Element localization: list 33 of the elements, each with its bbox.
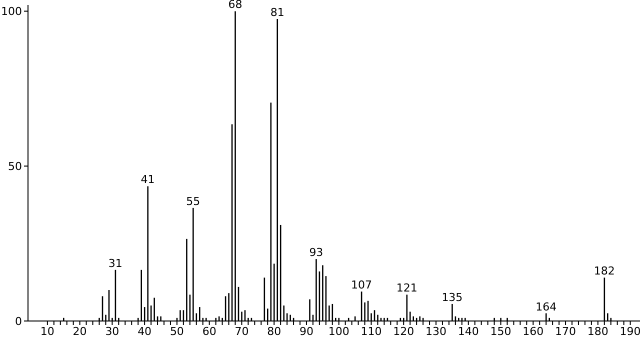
- x-tick-label: 20: [72, 324, 87, 338]
- x-tick-label: 40: [138, 324, 152, 338]
- annotation: 31: [108, 256, 122, 270]
- x-tick-label: 180: [587, 324, 608, 338]
- x-tick-label: 150: [490, 324, 512, 338]
- annotation: 55: [186, 194, 200, 208]
- y-tick-label: 50: [8, 160, 22, 174]
- annotation: 182: [594, 264, 615, 278]
- annotation: 93: [309, 246, 324, 260]
- x-tick-label: 170: [555, 324, 576, 338]
- x-tick-label: 110: [360, 324, 382, 338]
- annotation: 164: [536, 300, 557, 314]
- x-tick-label: 120: [393, 324, 414, 338]
- x-tick-label: 60: [202, 324, 216, 338]
- x-tick-label: 100: [328, 324, 350, 338]
- annotation: 81: [270, 6, 284, 19]
- x-tick-label: 190: [620, 324, 641, 338]
- x-tick-label: 140: [458, 324, 479, 338]
- x-tick-label: 90: [299, 324, 314, 338]
- x-tick-label: 30: [105, 324, 120, 338]
- annotation: 107: [351, 278, 372, 292]
- x-tick-label: 80: [267, 324, 282, 338]
- annotation: 121: [396, 282, 418, 295]
- x-tick-label: 10: [40, 324, 54, 338]
- annotation: 41: [140, 173, 155, 186]
- annotation: 68: [228, 0, 242, 12]
- y-tick-label: 100: [1, 5, 22, 18]
- x-tick-label: 70: [234, 324, 249, 338]
- x-tick-label: 160: [522, 324, 544, 338]
- y-tick-label: 0: [15, 314, 22, 328]
- annotation: 135: [442, 290, 463, 304]
- x-tick-label: 50: [170, 324, 184, 338]
- x-tick-label: 130: [426, 324, 446, 338]
